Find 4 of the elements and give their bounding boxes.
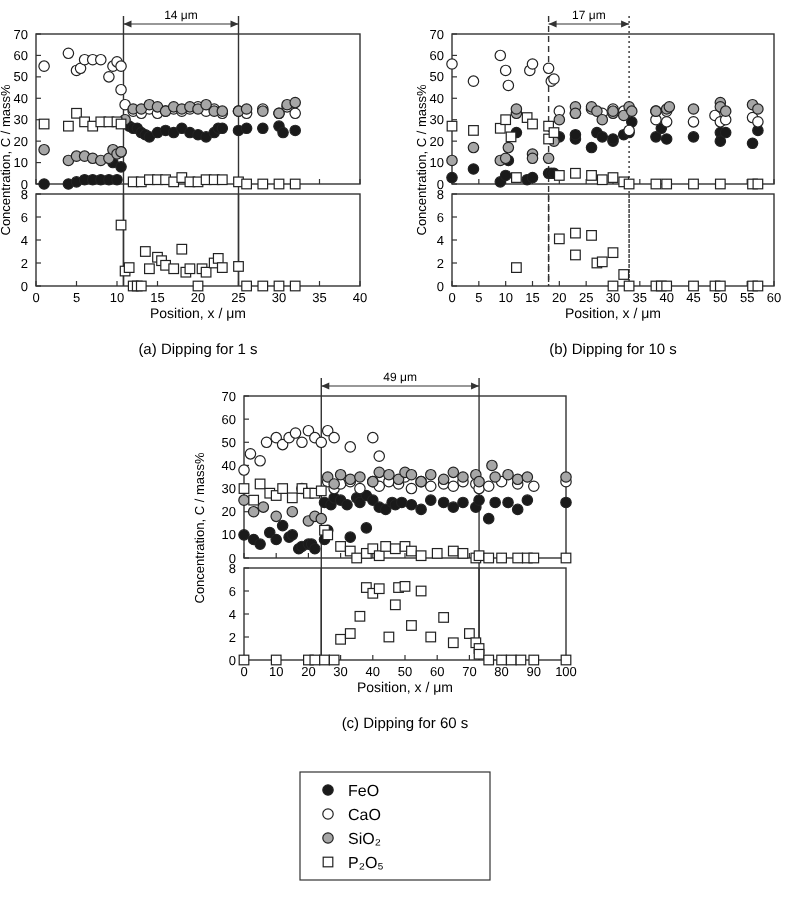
legend-label: CaO [348, 806, 381, 824]
legend-label: SiO₂ [348, 830, 381, 848]
legend-label: P₂O₅ [348, 854, 384, 872]
legend-label: FeO [348, 782, 380, 800]
